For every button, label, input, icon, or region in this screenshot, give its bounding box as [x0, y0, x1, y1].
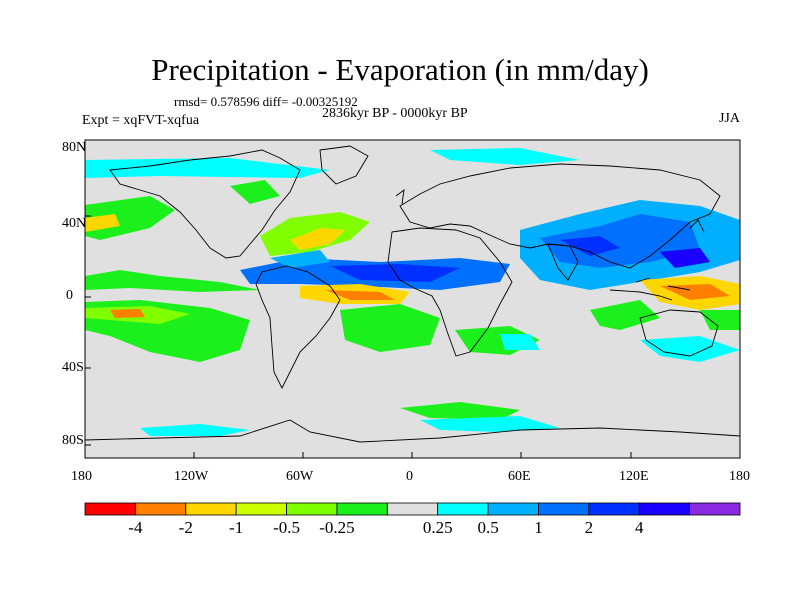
colorbar-label: -4 — [128, 518, 142, 538]
colorbar-swatch — [639, 503, 689, 515]
colorbar-label: 1 — [534, 518, 543, 538]
colorbar-swatch — [337, 503, 387, 515]
colorbar-swatch — [135, 503, 185, 515]
colorbar-swatch — [690, 503, 740, 515]
colorbar — [85, 503, 740, 515]
colorbar-label: -2 — [179, 518, 193, 538]
colorbar-swatch — [186, 503, 236, 515]
colorbar-swatch — [589, 503, 639, 515]
colorbar-swatch — [387, 503, 437, 515]
colorbar-swatch — [488, 503, 538, 515]
colorbar-label: -1 — [229, 518, 243, 538]
map-canvas — [0, 0, 800, 600]
colorbar-label: -0.5 — [273, 518, 300, 538]
map-plot-area — [85, 140, 740, 458]
colorbar-label: -0.25 — [319, 518, 354, 538]
colorbar-label: 0.5 — [477, 518, 498, 538]
colorbar-swatch — [85, 503, 135, 515]
colorbar-swatch — [438, 503, 488, 515]
colorbar-label: 4 — [635, 518, 644, 538]
colorbar-swatch — [236, 503, 286, 515]
colorbar-label: 0.25 — [423, 518, 453, 538]
field-spacific-orange — [110, 309, 145, 318]
colorbar-swatch — [287, 503, 337, 515]
colorbar-swatch — [538, 503, 588, 515]
colorbar-label: 2 — [585, 518, 594, 538]
